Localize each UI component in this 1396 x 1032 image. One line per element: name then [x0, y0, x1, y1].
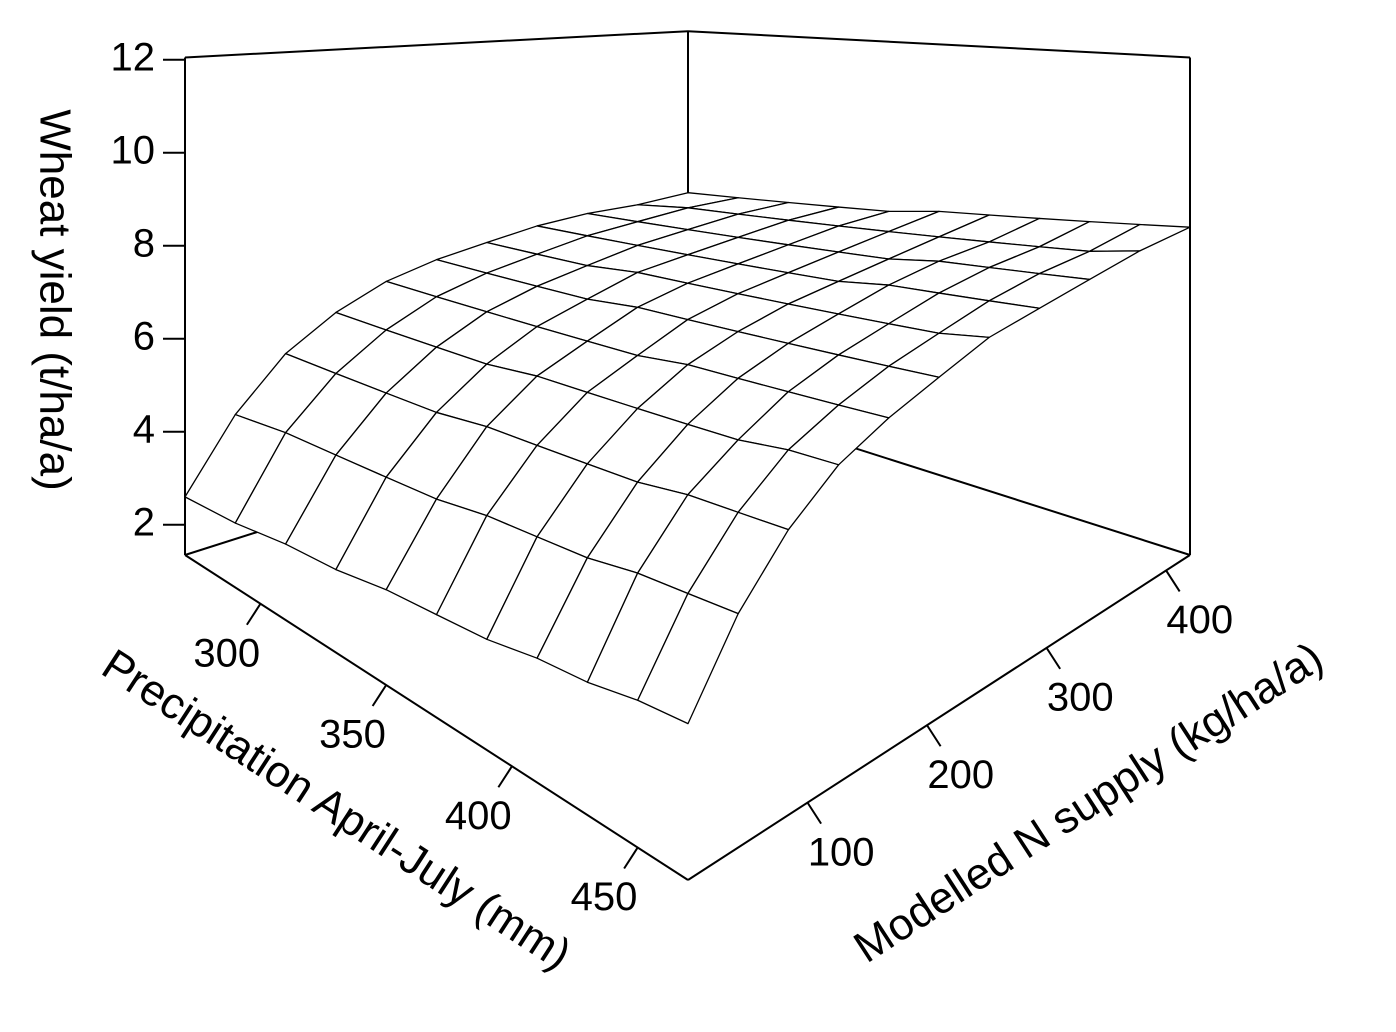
x-tick-label: 450 [571, 875, 638, 919]
x-tick [246, 603, 262, 626]
z-tick-label: 4 [133, 407, 155, 451]
y-tick [1045, 647, 1061, 670]
y-tick-label: 200 [927, 753, 994, 797]
y-tick [1165, 569, 1181, 593]
x-tick-label: 400 [445, 794, 512, 838]
box-edge [687, 30, 1191, 59]
y-tick-label: 400 [1166, 598, 1233, 642]
surface-cell [637, 592, 739, 725]
box-edge [184, 554, 689, 881]
z-tick-label: 6 [133, 314, 155, 358]
y-tick-label: 100 [808, 830, 875, 874]
y-tick [806, 802, 822, 825]
box-edge [687, 554, 1191, 881]
x-tick-label: 350 [319, 713, 386, 757]
y-tick-label: 300 [1047, 675, 1114, 719]
z-tick-label: 2 [133, 500, 155, 544]
z-tick-label: 12 [111, 35, 156, 79]
box-edge [184, 30, 689, 59]
x-tick [371, 684, 388, 707]
x-tick [623, 846, 639, 870]
z-tick-label: 10 [111, 128, 156, 172]
z-axis-title: Wheat yield (t/ha/a) [30, 109, 79, 491]
z-tick-label: 8 [133, 221, 155, 265]
x-tick [497, 765, 513, 788]
x-tick-label: 300 [193, 631, 260, 675]
y-tick [926, 724, 942, 747]
